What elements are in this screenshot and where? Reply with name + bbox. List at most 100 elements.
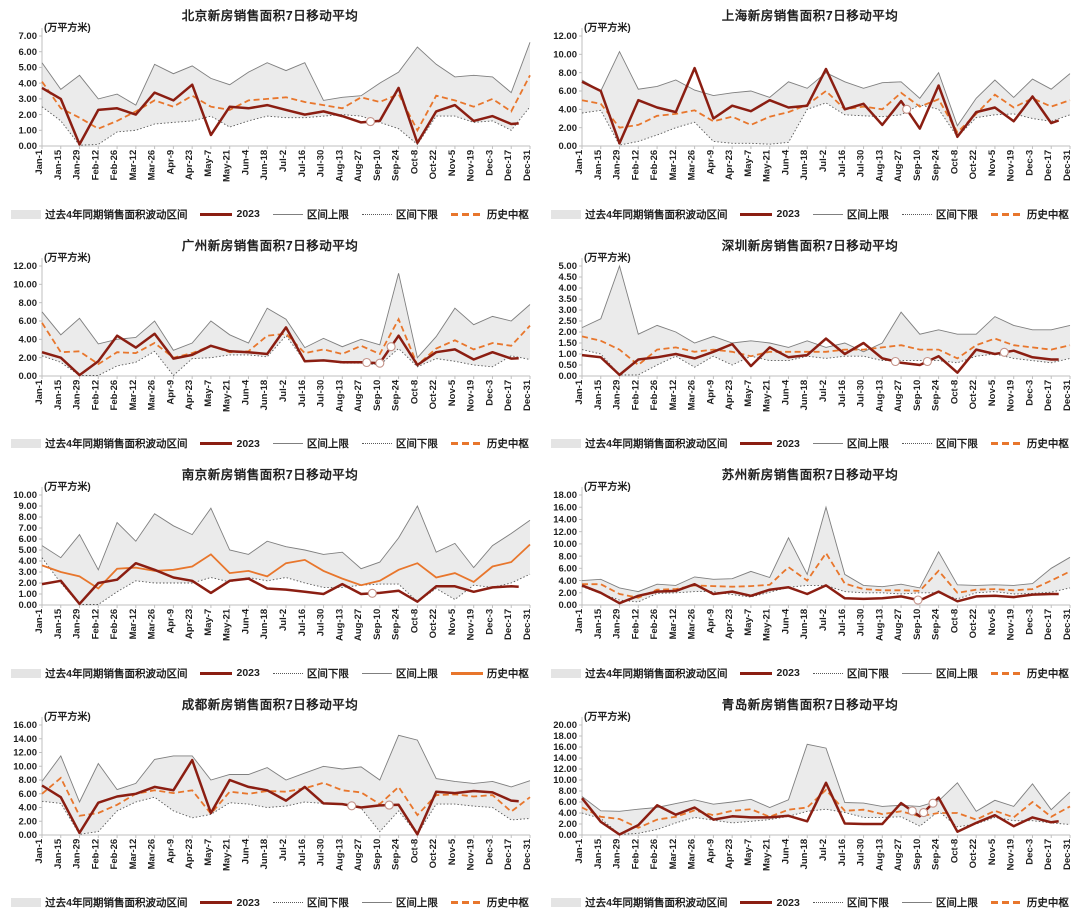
legend-swatch-upper: [272, 443, 303, 444]
svg-text:Jun-4: Jun-4: [781, 838, 792, 864]
legend-label: 过去4年同期销售面积波动区间: [585, 897, 728, 909]
legend-label: 历史中枢: [486, 667, 529, 680]
svg-text:0.00: 0.00: [19, 141, 38, 152]
svg-text:May-21: May-21: [762, 149, 773, 182]
legend-swatch-lower: [812, 672, 843, 674]
svg-text:Sep-10: Sep-10: [372, 379, 383, 410]
svg-text:Nov-5: Nov-5: [447, 608, 458, 635]
svg-text:8.00: 8.00: [559, 551, 578, 562]
svg-text:2.00: 2.00: [559, 588, 578, 599]
svg-text:Sep-24: Sep-24: [931, 838, 942, 870]
svg-text:Sep-24: Sep-24: [931, 608, 942, 640]
svg-text:0.00: 0.00: [559, 371, 578, 382]
svg-text:Jan-15: Jan-15: [53, 838, 64, 869]
svg-text:Dec-3: Dec-3: [485, 150, 496, 176]
svg-text:16.00: 16.00: [13, 720, 37, 731]
svg-text:4.00: 4.00: [559, 105, 578, 116]
legend-label: 历史中枢: [486, 208, 529, 221]
svg-text:10.00: 10.00: [13, 279, 37, 290]
y-axis-unit: (万平方米): [44, 23, 91, 34]
svg-text:5.00: 5.00: [19, 63, 38, 74]
legend-label: 过去4年同期销售面积波动区间: [585, 438, 728, 450]
svg-text:Nov-19: Nov-19: [1006, 379, 1017, 411]
svg-text:Aug-13: Aug-13: [334, 609, 345, 641]
svg-text:Feb-12: Feb-12: [90, 838, 101, 869]
legend-item-lower: 区间下限: [272, 666, 349, 681]
svg-text:6.00: 6.00: [19, 316, 38, 327]
svg-text:Mar-26: Mar-26: [687, 609, 698, 640]
svg-text:Jan-29: Jan-29: [612, 379, 623, 409]
svg-text:Jun-18: Jun-18: [799, 838, 810, 869]
svg-text:Jul-2: Jul-2: [278, 609, 289, 631]
legend-item-lower: 区间下限: [901, 207, 978, 222]
svg-text:Dec-31: Dec-31: [1062, 838, 1073, 870]
svg-text:Nov-19: Nov-19: [1006, 150, 1017, 182]
svg-text:Jul-30: Jul-30: [856, 609, 867, 636]
svg-text:Jun-4: Jun-4: [781, 149, 792, 175]
legend-swatch-band: [11, 668, 42, 678]
svg-text:Dec-3: Dec-3: [1025, 150, 1036, 176]
svg-text:Feb-26: Feb-26: [109, 379, 120, 410]
svg-text:6.00: 6.00: [559, 797, 578, 808]
svg-text:2.00: 2.00: [559, 819, 578, 830]
legend-swatch-central: [450, 442, 483, 445]
svg-text:10.00: 10.00: [553, 775, 577, 786]
svg-text:Mar-12: Mar-12: [668, 150, 679, 181]
svg-text:0.50: 0.50: [559, 360, 578, 371]
svg-text:Jul-16: Jul-16: [297, 379, 308, 406]
chart-title: 南京新房销售面积7日移动平均: [181, 468, 359, 482]
svg-text:4.50: 4.50: [559, 272, 578, 283]
legend-item-y2023: 2023: [200, 438, 260, 450]
legend-label: 区间下限: [395, 438, 438, 450]
qingdao-legend: 过去4年同期销售面积波动区间 2023 区间下限 区间上限 历史中枢: [540, 893, 1080, 913]
svg-text:Mar-12: Mar-12: [128, 609, 139, 640]
svg-text:Sep-24: Sep-24: [391, 379, 402, 411]
svg-text:1.00: 1.00: [559, 349, 578, 360]
svg-text:3.00: 3.00: [19, 94, 38, 105]
svg-text:18.00: 18.00: [553, 490, 577, 501]
svg-text:Feb-12: Feb-12: [90, 609, 101, 640]
svg-text:Nov-5: Nov-5: [987, 608, 998, 635]
svg-text:Sep-24: Sep-24: [391, 608, 402, 640]
svg-text:Nov-19: Nov-19: [1006, 609, 1017, 641]
legend-swatch-band: [11, 209, 42, 219]
svg-text:Nov-19: Nov-19: [466, 609, 477, 641]
svg-text:Mar-12: Mar-12: [128, 150, 139, 181]
svg-text:Nov-19: Nov-19: [1006, 838, 1017, 870]
legend-item-band: 过去4年同期销售面积波动区间: [11, 895, 187, 910]
legend-label: 区间下限: [935, 208, 978, 221]
legend-label: 历史中枢: [486, 438, 529, 450]
svg-text:Apr-9: Apr-9: [705, 838, 716, 863]
svg-text:Jun-4: Jun-4: [781, 379, 792, 405]
svg-text:Jan-15: Jan-15: [593, 608, 604, 639]
svg-text:Aug-13: Aug-13: [334, 150, 345, 182]
svg-text:Feb-12: Feb-12: [630, 838, 641, 869]
svg-text:Jun-4: Jun-4: [241, 838, 252, 864]
svg-text:Nov-5: Nov-5: [447, 149, 458, 176]
legend-label: 2023: [776, 896, 800, 909]
legend-label: 2023: [776, 667, 800, 679]
svg-text:Feb-26: Feb-26: [109, 838, 120, 869]
svg-text:Jan-15: Jan-15: [53, 379, 64, 410]
legend-swatch-upper: [361, 902, 392, 903]
legend-swatch-y2023: [740, 671, 773, 675]
svg-text:Apr-23: Apr-23: [724, 150, 735, 180]
svg-text:0.00: 0.00: [19, 600, 38, 611]
svg-text:12.00: 12.00: [553, 764, 577, 775]
svg-text:May-7: May-7: [743, 379, 754, 406]
legend-swatch-lower: [901, 213, 932, 215]
svg-text:14.00: 14.00: [553, 515, 577, 526]
svg-text:5.00: 5.00: [559, 261, 578, 272]
svg-text:Jun-18: Jun-18: [799, 150, 810, 181]
svg-text:Apr-9: Apr-9: [705, 379, 716, 404]
legend-label: 区间下限: [935, 438, 978, 450]
legend-item-central: 历史中枢: [990, 207, 1069, 222]
svg-text:10.00: 10.00: [13, 761, 37, 772]
svg-text:6.00: 6.00: [559, 86, 578, 97]
svg-text:10.00: 10.00: [553, 50, 577, 61]
svg-text:Sep-10: Sep-10: [372, 150, 383, 181]
svg-text:Dec-31: Dec-31: [1062, 379, 1073, 411]
svg-text:Dec-31: Dec-31: [522, 379, 533, 411]
svg-text:Feb-26: Feb-26: [649, 379, 660, 410]
svg-text:8.00: 8.00: [19, 512, 38, 523]
